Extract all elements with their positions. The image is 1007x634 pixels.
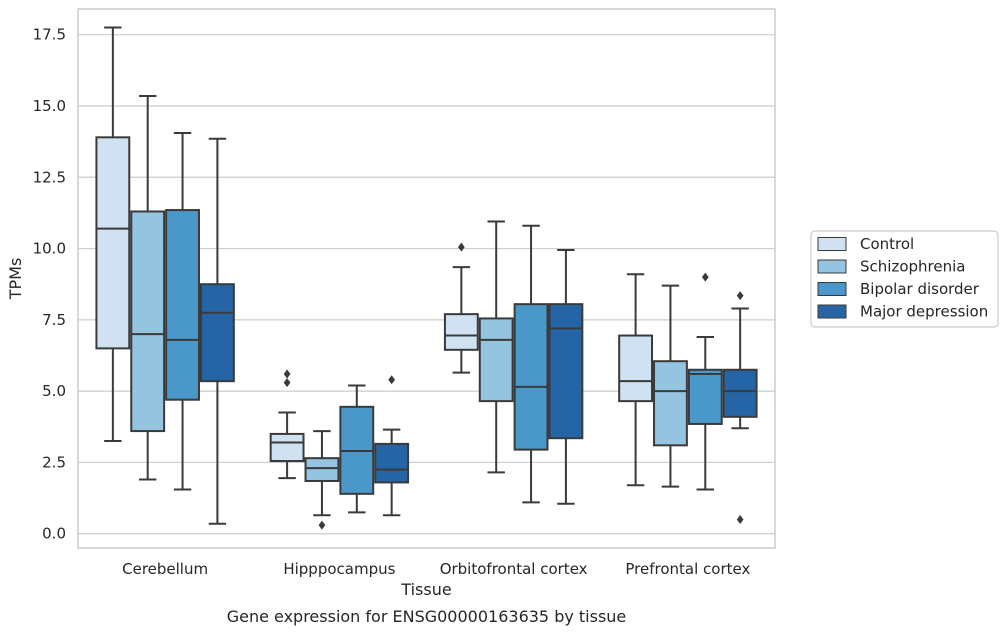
x-tick-label: Prefrontal cortex	[625, 560, 750, 578]
box	[687, 368, 723, 425]
legend-swatch	[817, 282, 847, 296]
legend-entry: Schizophrenia	[860, 258, 965, 276]
box	[199, 283, 235, 383]
outlier-point	[283, 378, 291, 388]
legend-swatch	[817, 304, 847, 319]
box	[653, 360, 688, 447]
plot-frame	[77, 8, 776, 549]
box	[130, 210, 166, 433]
legend-swatch	[817, 237, 847, 251]
box	[304, 457, 340, 482]
outlier-point	[736, 291, 744, 301]
outlier-point	[701, 272, 709, 282]
box	[443, 313, 479, 351]
y-tick-label: 0.0	[42, 525, 66, 543]
outlier-point	[283, 369, 291, 379]
box	[513, 303, 549, 451]
box	[618, 334, 654, 403]
category-group	[95, 26, 235, 525]
legend-frame	[810, 230, 999, 328]
y-tick-label: 5.0	[42, 382, 66, 400]
box	[478, 317, 514, 403]
chart-caption: Gene expression for ENSG00000163635 by t…	[227, 607, 627, 626]
box	[269, 432, 305, 463]
x-axis-ticks: Cerebellum Hipppocampus Orbitofrontal cort…	[122, 560, 750, 578]
y-tick-label: 10.0	[33, 240, 66, 258]
outlier-point	[388, 375, 396, 385]
category-group	[269, 369, 410, 530]
y-tick-label: 12.5	[33, 168, 66, 186]
outlier-point	[457, 242, 465, 252]
box	[165, 209, 200, 401]
category-group	[443, 220, 584, 505]
x-axis-label: Tissue	[400, 580, 451, 599]
y-tick-label: 17.5	[33, 26, 66, 44]
y-axis-ticks: 0.0 2.5 5.0 7.5 10.0 12.5 15.0 17.5	[33, 26, 66, 543]
x-tick-label: Hipppocampus	[283, 560, 395, 578]
x-tick-label: Cerebellum	[122, 560, 208, 578]
y-axis-label: TPMs	[6, 258, 25, 301]
legend-swatch	[817, 259, 847, 274]
box	[374, 442, 410, 484]
legend-entry: Major depression	[860, 303, 988, 321]
y-tick-label: 2.5	[42, 453, 66, 471]
category-group	[618, 272, 758, 524]
outlier-point	[736, 514, 744, 524]
box-groups	[95, 26, 758, 530]
legend-entry: Control	[860, 235, 914, 253]
outlier-point	[318, 520, 326, 530]
legend-entry: Bipolar disorder	[860, 280, 980, 298]
box	[548, 303, 584, 440]
y-tick-label: 15.0	[33, 97, 66, 115]
y-tick-label: 7.5	[42, 311, 66, 329]
box	[95, 136, 131, 350]
legend: Control Schizophrenia Bipolar disorder Majo…	[810, 230, 999, 328]
x-tick-label: Orbitofrontal cortex	[440, 560, 588, 578]
box	[722, 368, 758, 418]
